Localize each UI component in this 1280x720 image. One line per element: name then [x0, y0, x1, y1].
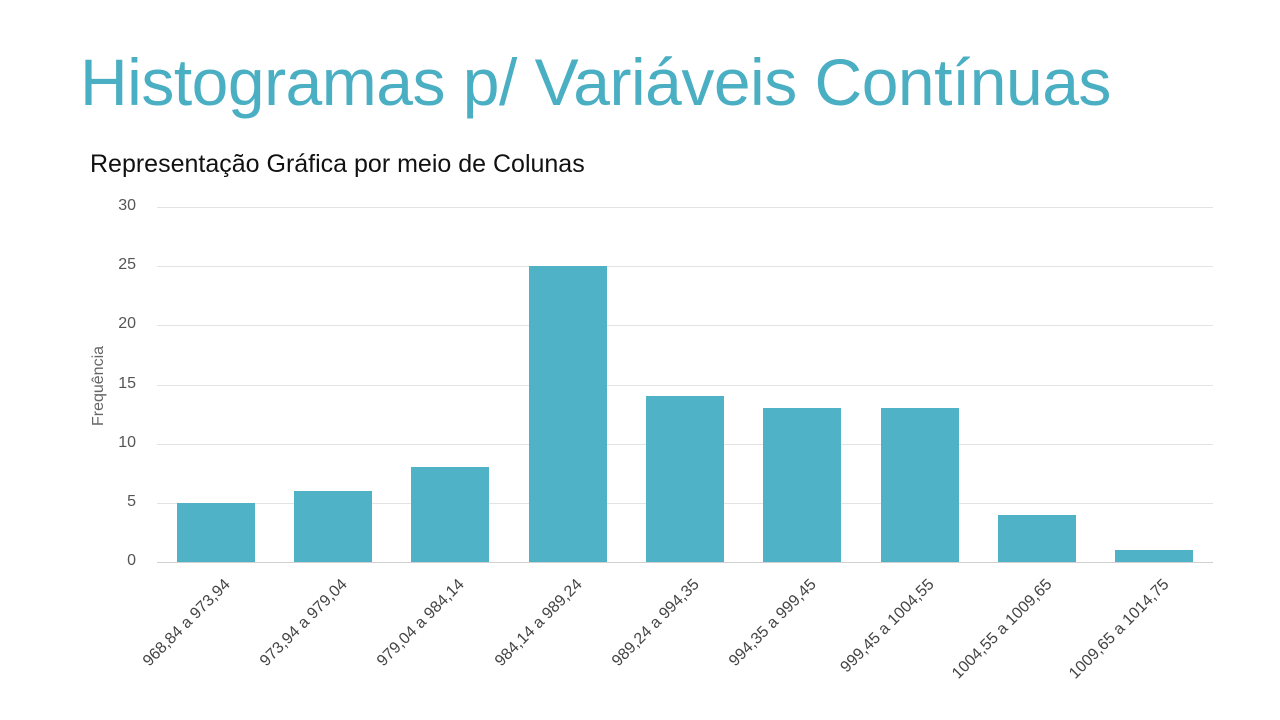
- x-tick-label: 999,45 a 1004,55: [837, 576, 938, 677]
- gridline: [157, 266, 1213, 268]
- x-axis-line: [157, 562, 1213, 563]
- x-tick-label: 979,04 a 984,14: [374, 576, 469, 670]
- histogram-bar: [411, 467, 490, 562]
- x-tick-label: 989,24 a 994,35: [608, 576, 703, 670]
- histogram-bar: [646, 396, 724, 562]
- y-tick-label: 15: [118, 374, 136, 392]
- histogram-bar: [880, 408, 959, 562]
- gridline: [157, 384, 1213, 386]
- y-tick-label: 5: [127, 492, 136, 510]
- y-tick-label: 20: [118, 315, 136, 333]
- histogram-bar: [1115, 550, 1194, 562]
- y-tick-label: 10: [118, 433, 136, 451]
- gridline: [157, 207, 1213, 208]
- histogram-bar: [998, 514, 1076, 562]
- slide-title: Histogramas p/ Variáveis Contínuas: [80, 45, 1111, 119]
- x-tick-label: 973,94 a 979,04: [256, 576, 351, 670]
- x-tick-label: 1009,65 a 1014,75: [1066, 576, 1173, 683]
- histogram-bar: [763, 408, 842, 562]
- y-tick-label: 0: [127, 552, 136, 569]
- y-tick-label: 25: [118, 256, 136, 274]
- x-tick-label: 994,35 a 999,45: [726, 576, 821, 670]
- x-tick-label: 968,84 a 973,94: [139, 576, 234, 670]
- histogram-bar: [176, 502, 255, 562]
- gridline: [157, 325, 1213, 327]
- x-tick-label: 1004,55 a 1009,65: [949, 576, 1056, 683]
- y-tick-label: 30: [118, 197, 136, 214]
- histogram-bar: [528, 266, 607, 562]
- x-tick-label: 984,14 a 989,24: [491, 576, 586, 670]
- histogram-bar: [294, 491, 372, 562]
- chart-subtitle: Representação Gráfica por meio de Coluna…: [90, 150, 585, 178]
